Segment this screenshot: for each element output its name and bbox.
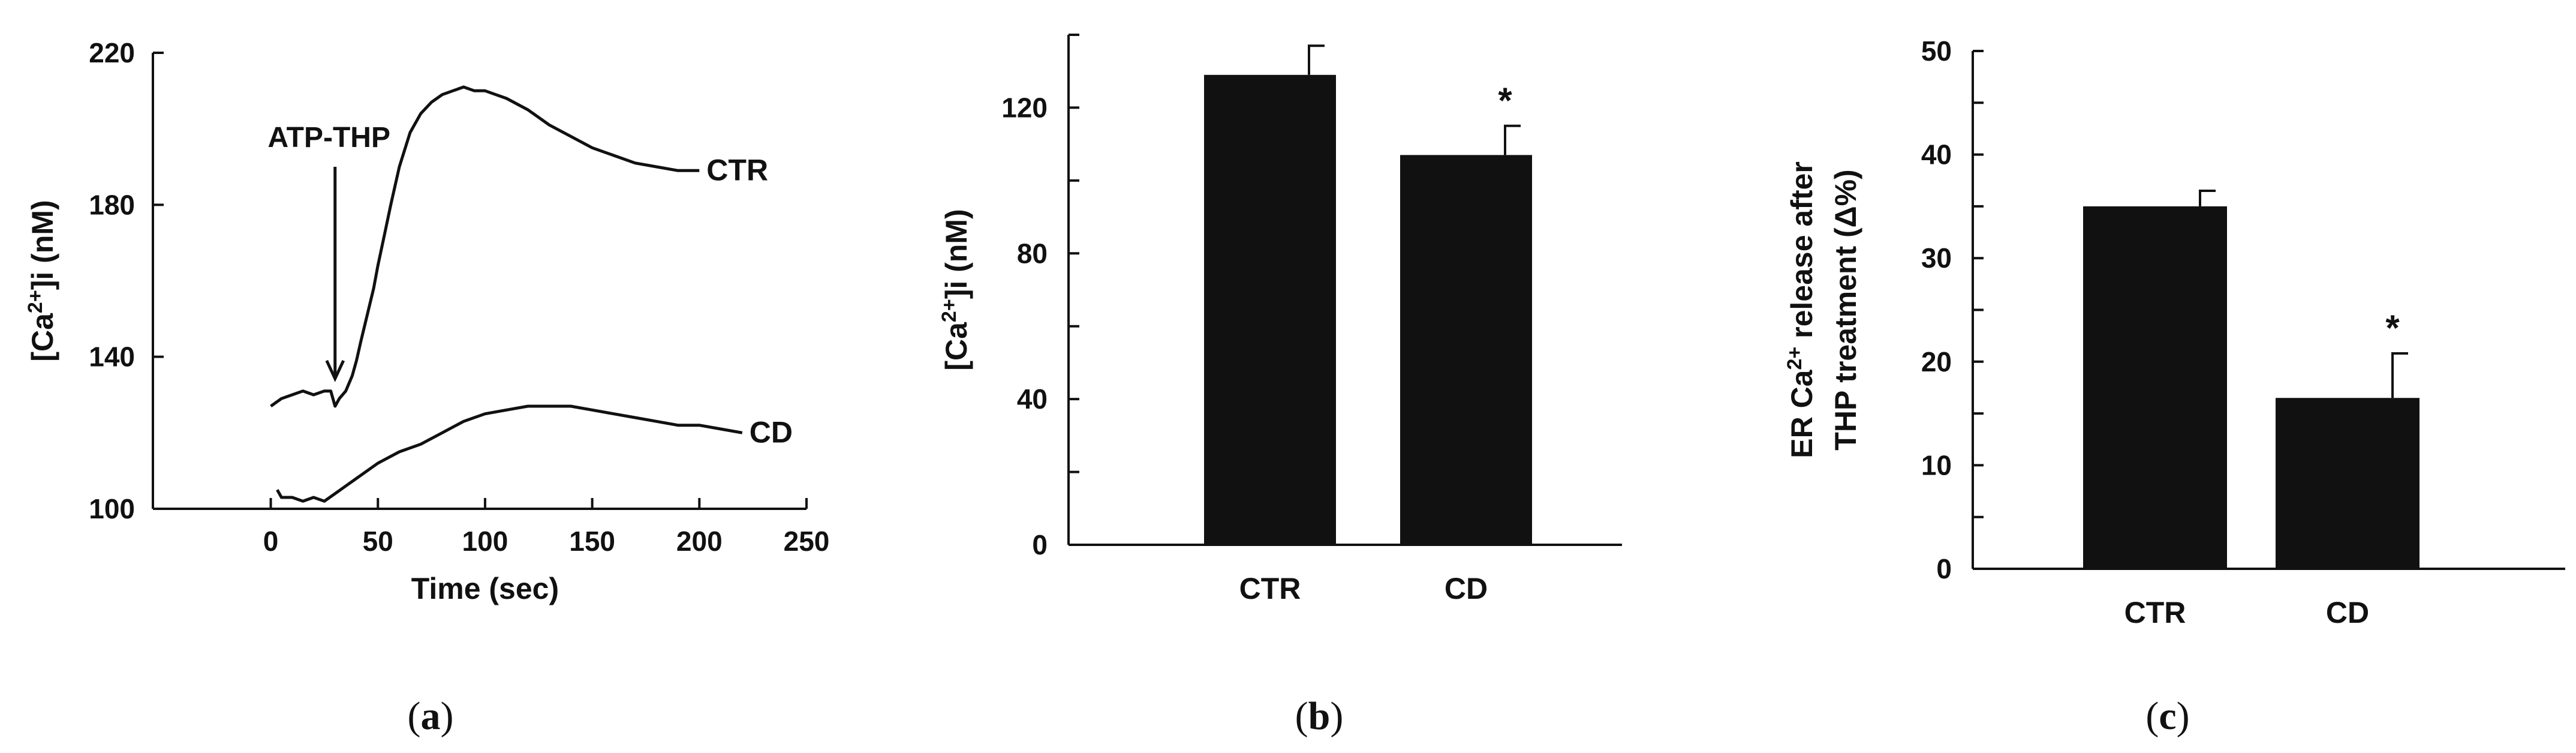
y-label-part: ]i (nM)	[26, 200, 59, 290]
panel-label-b: (b)	[1295, 694, 1344, 738]
category-label-ctr: CTR	[2124, 596, 2186, 629]
y-tick-label: 50	[1921, 35, 1952, 67]
bar-cd	[2276, 398, 2419, 569]
y-tick-label: 10	[1921, 449, 1952, 481]
panel-a-annotation: ATP-THP	[268, 122, 390, 382]
bar-ctr	[2083, 206, 2227, 569]
panel-b-y-axis-label: [Ca2+]i (nM)	[938, 209, 973, 370]
x-tick-label: 50	[363, 526, 393, 557]
significance-marker-cd: *	[1498, 80, 1512, 121]
y-label-superscript: 2+	[1783, 347, 1806, 370]
y-tick-label: 40	[1017, 383, 1048, 415]
bar-cd	[1400, 155, 1532, 545]
series-label-ctr: CTR	[706, 153, 768, 187]
y-tick-label: 220	[89, 37, 135, 68]
panel-b-bars: *	[1204, 44, 1532, 545]
panel-a-axes	[152, 53, 806, 510]
category-label-cd: CD	[1445, 572, 1488, 605]
category-label-ctr: CTR	[1239, 572, 1301, 605]
annotation-atp-thp: ATP-THP	[268, 122, 390, 154]
y-tick-label: 0	[1936, 553, 1952, 584]
y-tick-label: 180	[89, 189, 135, 220]
panel-c-category-labels: CTR CD	[2124, 596, 2369, 629]
significance-marker-cd: *	[2385, 308, 2400, 348]
panel-c-bars: *	[2083, 190, 2419, 569]
y-label-part: ER Ca	[1785, 369, 1819, 458]
panel-c-axes	[1972, 51, 2565, 570]
panel-label-c: (c)	[2145, 694, 2189, 738]
y-tick-label: 30	[1921, 242, 1952, 274]
panel-a-x-axis-label: Time (sec)	[411, 572, 559, 605]
panel-b-axes	[1067, 35, 1622, 546]
x-tick-label: 250	[784, 526, 830, 557]
y-label-part: [Ca	[940, 322, 973, 371]
y-tick-label: 120	[1001, 92, 1048, 123]
category-label-cd: CD	[2326, 596, 2369, 629]
bar-ctr	[1204, 74, 1336, 545]
y-label-part: release after	[1785, 161, 1819, 347]
annotation-arrow-head	[325, 359, 345, 382]
series-label-cd: CD	[750, 415, 793, 449]
x-tick-label: 150	[569, 526, 615, 557]
x-tick-label: 0	[263, 526, 279, 557]
panel-a-y-ticks: 100 140 180 220	[89, 37, 164, 524]
y-tick-label: 100	[89, 493, 135, 524]
y-tick-label: 20	[1921, 346, 1952, 377]
panel-c-y-ticks: 0 10 20 30 40 50	[1921, 35, 1984, 584]
panel-label-a: (a)	[408, 694, 454, 738]
series-line-ctr	[270, 85, 700, 408]
panel-a-lines: CTR CD	[270, 85, 793, 503]
x-tick-label: 100	[462, 526, 508, 557]
y-label-superscript: 2+	[938, 299, 961, 322]
panel-b: 0 40 80 120 * CTR CD [Ca2+]i (nM) (b)	[938, 34, 1622, 738]
panel-c-y-axis-label: ER Ca2+ release after THP treatment (Δ%)	[1783, 161, 1862, 458]
panel-a: 100 140 180 220 0 50 100 150 200 250 CTR CD ATP-T…	[24, 37, 829, 738]
y-tick-label: 80	[1017, 238, 1048, 269]
y-tick-label: 40	[1921, 139, 1952, 170]
panel-c: 0 10 20 30 40 50 * CTR CD ER Ca2+ release afte…	[1783, 35, 2565, 738]
y-label-part: [Ca	[26, 313, 59, 362]
series-line-cd	[276, 404, 743, 503]
x-tick-label: 200	[676, 526, 723, 557]
panel-a-x-ticks: 0 50 100 150 200 250	[263, 498, 830, 557]
y-tick-label: 140	[89, 341, 135, 373]
panel-b-category-labels: CTR CD	[1239, 572, 1488, 605]
y-label-line-2: THP treatment (Δ%)	[1829, 169, 1862, 450]
panel-b-y-ticks: 0 40 80 120	[1001, 34, 1079, 560]
panel-a-y-axis-label: [Ca2+]i (nM)	[24, 200, 59, 361]
y-label-superscript: 2+	[24, 290, 47, 313]
y-tick-label: 0	[1032, 529, 1048, 560]
y-label-part: ]i (nM)	[940, 209, 973, 299]
y-label-line-1: ER Ca2+ release after	[1783, 161, 1819, 458]
